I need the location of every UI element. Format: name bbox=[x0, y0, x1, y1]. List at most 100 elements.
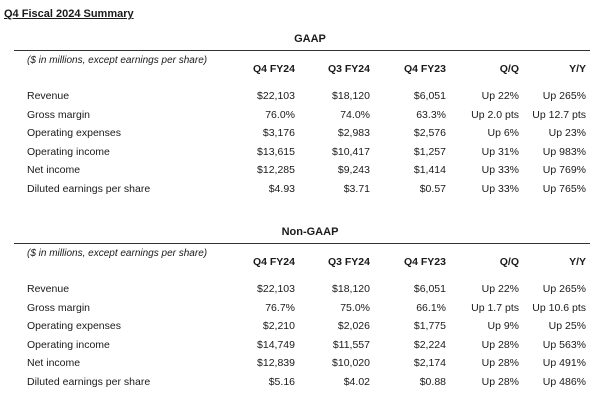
table-row: Net income $12,839 $10,020 $2,174 Up 28%… bbox=[0, 355, 600, 374]
table-cell: Up 23% bbox=[548, 127, 586, 140]
table-cell: $18,120 bbox=[332, 90, 370, 102]
table-cell: 63.3% bbox=[416, 108, 446, 121]
table-row: Revenue $22,103 $18,120 $6,051 Up 22% Up… bbox=[0, 281, 600, 300]
row-label: Operating income bbox=[27, 338, 110, 351]
column-header: Q4 FY23 bbox=[403, 256, 446, 268]
table-cell: $2,576 bbox=[413, 127, 446, 140]
table-cell: $14,749 bbox=[257, 338, 295, 351]
table-body: Revenue $22,103 $18,120 $6,051 Up 22% Up… bbox=[0, 88, 600, 200]
section-heading-text: Non-GAAP bbox=[281, 226, 339, 238]
table-cell: $10,417 bbox=[332, 145, 370, 158]
table-cell: $10,020 bbox=[332, 357, 370, 370]
table-row: Gross margin 76.7% 75.0% 66.1% Up 1.7 pt… bbox=[0, 300, 600, 319]
table-cell: $12,285 bbox=[257, 164, 295, 177]
table-cell: $6,051 bbox=[413, 283, 446, 295]
table-cell: $22,103 bbox=[257, 283, 295, 295]
table-cell: Up 486% bbox=[542, 375, 586, 388]
column-header: Q4 FY23 bbox=[403, 63, 446, 75]
row-label: Diluted earnings per share bbox=[27, 375, 151, 388]
table-cell: $1,414 bbox=[413, 164, 446, 177]
table-cell: $0.88 bbox=[419, 375, 446, 388]
table-cell: $18,120 bbox=[332, 283, 370, 295]
row-label: Revenue bbox=[27, 90, 70, 102]
row-label: Operating income bbox=[27, 145, 110, 158]
table-cell: Up 10.6 pts bbox=[532, 301, 586, 314]
table-cell: $0.57 bbox=[419, 182, 446, 195]
table-row: Gross margin 76.0% 74.0% 63.3% Up 2.0 pt… bbox=[0, 107, 600, 126]
row-label: Net income bbox=[27, 164, 81, 177]
table-header: ($ in millions, except earnings per shar… bbox=[0, 246, 600, 276]
table-cell: Up 12.7 pts bbox=[532, 108, 586, 121]
table-cell: $3.71 bbox=[343, 182, 370, 195]
table-cell: Up 25% bbox=[548, 320, 586, 333]
column-header: Q3 FY24 bbox=[327, 256, 370, 268]
section-divider bbox=[14, 243, 590, 244]
table-cell: $2,224 bbox=[413, 338, 446, 351]
table-cell: $2,210 bbox=[262, 320, 295, 333]
table-cell: Up 1.7 pts bbox=[471, 301, 519, 314]
table-cell: $2,174 bbox=[413, 357, 446, 370]
row-label: Gross margin bbox=[27, 108, 91, 121]
row-label: Revenue bbox=[27, 283, 70, 295]
table-cell: $9,243 bbox=[337, 164, 370, 177]
table-row: Net income $12,285 $9,243 $1,414 Up 33% … bbox=[0, 162, 600, 181]
section-heading-text: GAAP bbox=[294, 33, 326, 45]
row-label: Operating expenses bbox=[27, 320, 121, 333]
table-cell: Up 28% bbox=[481, 357, 519, 370]
table-cell: Up 33% bbox=[481, 182, 519, 195]
table-cell: Up 28% bbox=[481, 338, 519, 351]
table-row: Diluted earnings per share $5.16 $4.02 $… bbox=[0, 374, 600, 393]
table-cell: Up 563% bbox=[542, 338, 586, 351]
table-cell: $2,983 bbox=[337, 127, 370, 140]
table-cell: Up 769% bbox=[542, 164, 586, 177]
units-note: ($ in millions, except earnings per shar… bbox=[27, 248, 208, 259]
table-cell: $22,103 bbox=[257, 90, 295, 102]
table-cell: $13,615 bbox=[257, 145, 295, 158]
table-cell: 76.7% bbox=[265, 301, 295, 314]
table-header: ($ in millions, except earnings per shar… bbox=[0, 53, 600, 83]
table-cell: Up 33% bbox=[481, 164, 519, 177]
table-cell: Up 983% bbox=[542, 145, 586, 158]
column-header: Q4 FY24 bbox=[252, 63, 295, 75]
table-cell: 76.0% bbox=[265, 108, 295, 121]
section-heading: GAAP bbox=[0, 33, 600, 45]
table-cell: $5.16 bbox=[268, 375, 295, 388]
table-body: Revenue $22,103 $18,120 $6,051 Up 22% Up… bbox=[0, 281, 600, 393]
table-cell: $6,051 bbox=[413, 90, 446, 102]
table-cell: $4.93 bbox=[268, 182, 295, 195]
row-label: Diluted earnings per share bbox=[27, 182, 151, 195]
section-heading: Non-GAAP bbox=[0, 226, 600, 238]
table-cell: Up 265% bbox=[542, 90, 586, 102]
table-cell: Up 2.0 pts bbox=[471, 108, 519, 121]
units-note: ($ in millions, except earnings per shar… bbox=[27, 55, 208, 66]
column-header: Q/Q bbox=[499, 63, 519, 75]
table-cell: 74.0% bbox=[340, 108, 370, 121]
table-cell: Up 31% bbox=[481, 145, 519, 158]
table-row: Operating expenses $2,210 $2,026 $1,775 … bbox=[0, 318, 600, 337]
section-divider bbox=[14, 50, 590, 51]
table-cell: Up 491% bbox=[542, 357, 586, 370]
page-title: Q4 Fiscal 2024 Summary bbox=[4, 8, 134, 20]
table-row: Operating income $14,749 $11,557 $2,224 … bbox=[0, 337, 600, 356]
table-cell: Up 265% bbox=[542, 283, 586, 295]
column-header: Y/Y bbox=[569, 256, 586, 268]
row-label: Gross margin bbox=[27, 301, 91, 314]
table-row: Diluted earnings per share $4.93 $3.71 $… bbox=[0, 181, 600, 200]
table-cell: $2,026 bbox=[337, 320, 370, 333]
table-cell: 75.0% bbox=[340, 301, 370, 314]
column-header: Q4 FY24 bbox=[252, 256, 295, 268]
column-header: Y/Y bbox=[569, 63, 586, 75]
table-cell: $1,775 bbox=[413, 320, 446, 333]
table-cell: $1,257 bbox=[413, 145, 446, 158]
column-header: Q/Q bbox=[499, 256, 519, 268]
table-cell: $3,176 bbox=[262, 127, 295, 140]
table-cell: $11,557 bbox=[332, 338, 370, 351]
table-cell: Up 765% bbox=[542, 182, 586, 195]
table-row: Operating expenses $3,176 $2,983 $2,576 … bbox=[0, 125, 600, 144]
table-cell: Up 6% bbox=[487, 127, 519, 140]
table-cell: Up 9% bbox=[487, 320, 519, 333]
table-cell: $4.02 bbox=[343, 375, 370, 388]
column-header: Q3 FY24 bbox=[327, 63, 370, 75]
row-label: Net income bbox=[27, 357, 81, 370]
table-row: Revenue $22,103 $18,120 $6,051 Up 22% Up… bbox=[0, 88, 600, 107]
